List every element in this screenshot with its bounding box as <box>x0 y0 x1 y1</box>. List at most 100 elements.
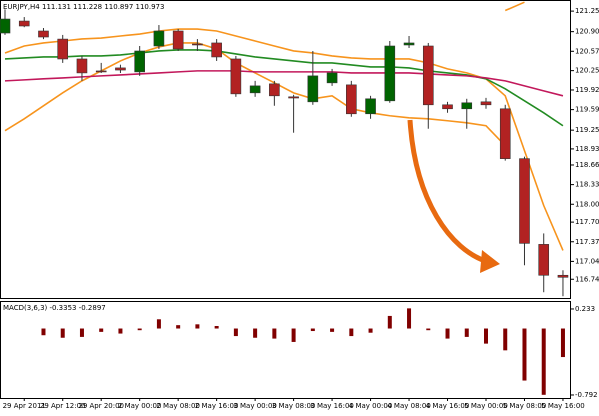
macd-bar <box>272 328 277 339</box>
annotation-arrow <box>407 119 500 273</box>
x-tick-label: 29 Apr 20:00 <box>78 402 124 410</box>
y-tick-label: 117.045 <box>575 257 599 265</box>
macd-bar <box>176 325 181 329</box>
candle-body <box>480 101 492 106</box>
macd-bar <box>541 328 546 395</box>
macd-bar <box>484 328 488 344</box>
y-tick-label: 120.575 <box>575 47 599 55</box>
macd-panel <box>0 301 571 399</box>
candle-body <box>192 43 203 46</box>
candle-body <box>95 70 107 73</box>
macd-bar <box>349 328 354 337</box>
candle-body <box>115 67 126 71</box>
macd-bar <box>195 324 200 329</box>
macd-bar <box>560 328 565 358</box>
candle-body <box>134 50 145 73</box>
macd-bar <box>41 328 46 336</box>
candle-body <box>18 20 30 27</box>
indicator-line <box>4 70 564 97</box>
macd-bar <box>522 328 527 381</box>
indicator-line <box>4 42 506 147</box>
x-tick-label: 3 May 00:00 <box>233 402 277 410</box>
y-tick-label: -0.792 <box>575 391 598 399</box>
candle-body <box>365 98 376 115</box>
y-tick-label: 119.25 <box>575 126 599 134</box>
y-tick-label: 0.233 <box>575 305 595 313</box>
macd-bar <box>464 328 469 337</box>
candle-body <box>384 45 396 102</box>
y-tick-label: 118.665 <box>575 161 599 169</box>
candle-body <box>403 42 415 46</box>
macd-bar <box>60 328 65 338</box>
macd-bar <box>233 328 238 337</box>
macd-bar <box>310 328 315 332</box>
candle-body <box>249 85 261 94</box>
macd-bar <box>387 315 392 329</box>
macd-bar <box>503 328 508 351</box>
candle-body <box>538 244 550 276</box>
candle-body <box>153 30 165 47</box>
candle-body <box>172 30 184 50</box>
x-tick-label: 2 May 00:00 <box>118 402 162 410</box>
macd-bar <box>426 328 431 331</box>
x-tick-label: 4 May 08:00 <box>387 402 431 410</box>
y-tick-label: 118.335 <box>575 181 599 189</box>
y-tick-label: 120.25 <box>575 67 599 75</box>
candle-body <box>230 58 242 95</box>
y-tick-label: 116.745 <box>575 275 599 283</box>
macd-bar <box>407 308 412 329</box>
indicator-line <box>504 1 525 12</box>
y-tick-label: 119.925 <box>575 86 599 94</box>
candle-body <box>76 58 88 74</box>
macd-bar <box>330 328 335 332</box>
x-tick-label: 3 May 08:00 <box>272 402 316 410</box>
candle-body <box>288 96 299 99</box>
candle-body <box>307 75 319 103</box>
candle-body <box>38 30 49 38</box>
x-tick-label: 29 Apr 12:00 <box>40 402 86 410</box>
y-tick-label: 117.705 <box>575 218 599 226</box>
x-tick-label: 4 May 16:00 <box>426 402 470 410</box>
arrow-shaft <box>407 119 489 265</box>
y-tick-label: 118.935 <box>575 145 599 153</box>
y-tick-label: 118.005 <box>575 200 599 208</box>
y-tick-label: 121.25 <box>575 7 599 15</box>
macd-bar <box>118 328 123 334</box>
x-tick-label: 29 Apr 2011 <box>3 402 46 410</box>
candle-body <box>211 42 222 58</box>
main-panel <box>0 0 571 299</box>
macd-bar <box>79 328 84 337</box>
candle-body <box>326 72 338 84</box>
macd-bar <box>156 319 161 329</box>
candle-body <box>346 84 357 115</box>
macd-title: MACD(3,6,3) -0.3353 -0.2897 <box>3 304 106 312</box>
y-tick-label: 120.905 <box>575 28 599 36</box>
x-tick-label: 4 May 00:00 <box>349 402 393 410</box>
x-tick-label: 2 May 16:00 <box>195 402 239 410</box>
macd-bar <box>253 328 258 338</box>
y-tick-label: 119.595 <box>575 106 599 114</box>
candle-body <box>557 274 569 278</box>
x-tick-label: 3 May 16:00 <box>310 402 354 410</box>
macd-bar <box>214 326 219 329</box>
candle-body <box>499 108 511 159</box>
chart-title: EURJPY,H4 111.131 111.228 110.897 110.97… <box>3 3 164 11</box>
macd-bar <box>445 328 450 339</box>
candle-body <box>269 83 280 97</box>
arrow-head <box>480 250 500 273</box>
candle-body <box>57 38 69 60</box>
x-tick-label: 5 May 08:00 <box>503 402 547 410</box>
x-tick-label: 5 May 16:00 <box>541 402 585 410</box>
candle-body <box>519 158 530 244</box>
macd-bar <box>368 328 373 333</box>
candle-body <box>422 45 434 106</box>
macd-bar <box>137 328 142 331</box>
candle-body <box>442 104 453 110</box>
candle-body <box>0 18 11 34</box>
macd-bar <box>291 328 296 342</box>
x-tick-label: 5 May 00:00 <box>464 402 508 410</box>
macd-bar <box>99 328 104 332</box>
candle-body <box>461 102 473 110</box>
indicator-line <box>4 28 564 251</box>
